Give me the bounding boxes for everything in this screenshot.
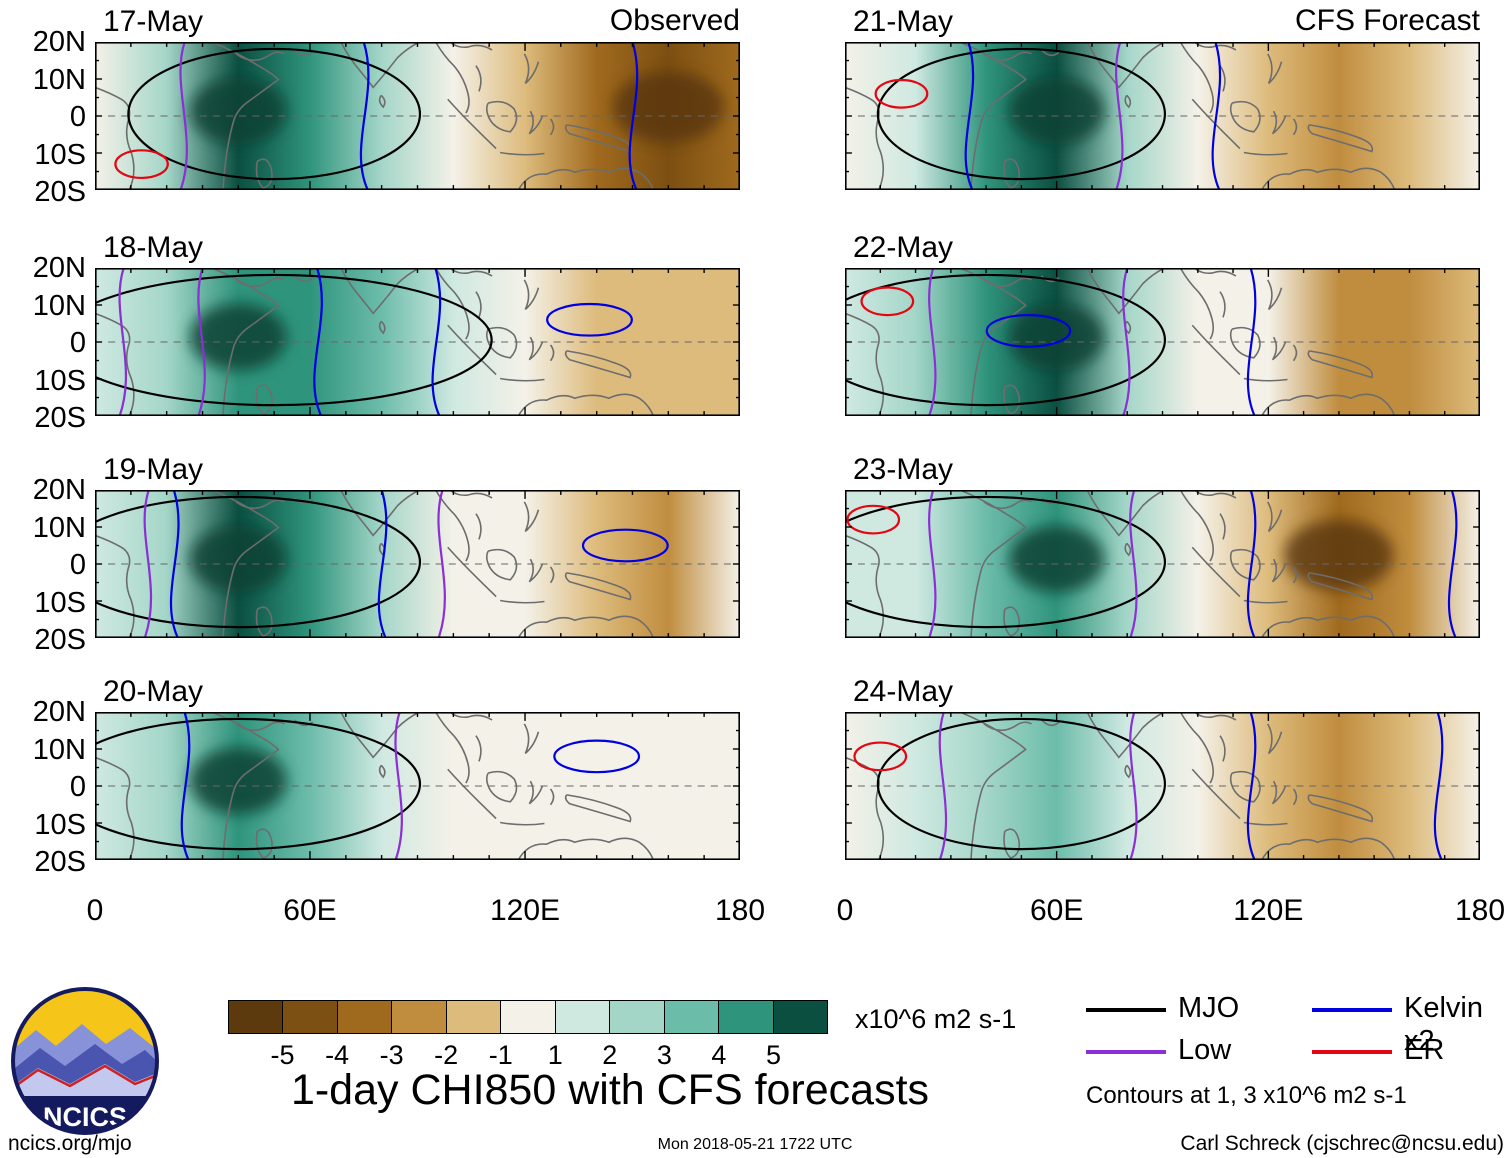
map-panel: 21-May	[845, 5, 1480, 190]
map-canvas	[845, 268, 1480, 416]
y-axis-label: 0	[69, 771, 86, 803]
panel-date: 18-May	[103, 231, 204, 264]
panel-date: 17-May	[103, 5, 204, 38]
colorbar-label: -2	[434, 1040, 459, 1070]
footer-credit: Carl Schreck (cjschrec@ncsu.edu)	[1180, 1132, 1504, 1155]
legend-line-mjo	[1086, 1008, 1166, 1012]
colorbar-label: 5	[765, 1040, 781, 1070]
figure-title: 1-day CHI850 with CFS forecasts	[290, 1066, 930, 1114]
y-axis-label: 20S	[34, 846, 86, 878]
map-panel: 24-May	[845, 675, 1480, 860]
column-header-cfs-forecast: CFS Forecast	[1294, 4, 1480, 37]
map-canvas	[95, 490, 740, 638]
colorbar-cell	[719, 1001, 774, 1033]
panel-date: 21-May	[853, 5, 954, 38]
y-axis-label: 20N	[32, 252, 86, 284]
legend-note: Contours at 1, 3 x10^6 m2 s-1	[1086, 1082, 1407, 1109]
colorbar	[228, 1000, 828, 1034]
map-canvas	[95, 712, 740, 860]
panel-date: 24-May	[853, 675, 954, 708]
y-axis-label: 10N	[32, 511, 86, 544]
logo-ring	[11, 987, 159, 1135]
colorbar-labels: -5 -4 -3 -2 -1 1 2 3 4 5	[228, 1040, 828, 1070]
colorbar-cell	[555, 1001, 611, 1033]
legend-line-low	[1086, 1050, 1166, 1054]
y-axis-label: 10S	[34, 364, 86, 397]
colorbar-label: 1	[547, 1040, 563, 1070]
x-axis-label: 60E	[1029, 894, 1084, 927]
map-canvas	[95, 42, 740, 190]
y-axis-label: 20S	[34, 402, 86, 434]
x-axis-label: 120E	[489, 894, 561, 927]
map-panel: 22-May	[845, 231, 1480, 416]
x-axis-label: 60E	[283, 894, 337, 927]
x-axis-label: 180	[714, 894, 766, 927]
panel-date: 23-May	[853, 453, 954, 486]
y-axis-label: 0	[69, 549, 86, 581]
column-header-observed: Observed	[609, 4, 740, 37]
map-panel: 18-May	[95, 231, 740, 416]
x-axis-label: 120E	[1233, 894, 1304, 927]
legend-label-kelvin: Kelvin x2	[1404, 992, 1483, 1057]
logo-red-trace	[13, 1064, 157, 1092]
y-axis-label: 20N	[32, 26, 86, 58]
map-canvas	[845, 490, 1480, 638]
x-axis-label: 0	[86, 894, 104, 927]
x-axis-label: 0	[836, 894, 854, 927]
y-axis-label: 20N	[32, 696, 86, 728]
legend-label-er: ER	[1404, 1034, 1445, 1066]
colorbar-label: -3	[379, 1040, 404, 1070]
map-canvas	[95, 268, 740, 416]
y-axis-label: 20N	[32, 474, 86, 506]
colorbar-units: x10^6 m2 s-1	[855, 1004, 1017, 1034]
colorbar-cell	[610, 1001, 665, 1033]
map-canvas	[845, 712, 1480, 860]
colorbar-label: 4	[711, 1040, 727, 1070]
colorbar-cell	[501, 1001, 556, 1033]
footer-site: ncics.org/mjo	[8, 1132, 132, 1155]
panel-date: 19-May	[103, 453, 204, 486]
map-panel: 20-May	[95, 675, 740, 860]
colorbar-cell	[229, 1001, 284, 1033]
map-canvas	[845, 42, 1480, 190]
map-panel: 17-May	[95, 5, 740, 190]
y-axis-label: 0	[69, 101, 86, 133]
colorbar-cell	[283, 1001, 338, 1033]
y-axis-label: 10S	[34, 586, 86, 619]
y-axis-label: 10N	[32, 733, 86, 766]
panel-date: 22-May	[853, 231, 954, 264]
x-axis-label: 180	[1454, 894, 1506, 927]
footer-timestamp: Mon 2018-05-21 1722 UTC	[657, 1136, 853, 1153]
y-axis-label: 10S	[34, 138, 86, 171]
y-axis-label: 10N	[32, 63, 86, 96]
y-axis-label: 10S	[34, 808, 86, 841]
colorbar-label: 2	[602, 1040, 618, 1070]
colorbar-label: 3	[656, 1040, 672, 1070]
legend-label-low: Low	[1178, 1034, 1232, 1066]
y-axis-label: 20S	[34, 176, 86, 208]
ncics-logo: NCICS	[11, 987, 159, 1135]
colorbar-cell	[664, 1001, 720, 1033]
y-axis-label: 10N	[32, 289, 86, 322]
colorbar-cell	[446, 1001, 502, 1033]
legend-line-er	[1312, 1050, 1392, 1054]
map-panel: 19-May	[95, 453, 740, 638]
colorbar-cell	[337, 1001, 393, 1033]
map-panel: 23-May	[845, 453, 1480, 638]
y-axis-label: 20S	[34, 624, 86, 656]
legend-line-kelvin	[1312, 1008, 1392, 1012]
colorbar-cell	[392, 1001, 447, 1033]
colorbar-label: -1	[488, 1040, 513, 1070]
legend-label-mjo: MJO	[1178, 992, 1240, 1024]
colorbar-label: -4	[325, 1040, 350, 1070]
colorbar-cell	[773, 1001, 827, 1033]
colorbar-label: -5	[270, 1040, 295, 1070]
panel-date: 20-May	[103, 675, 204, 708]
y-axis-label: 0	[69, 327, 86, 359]
